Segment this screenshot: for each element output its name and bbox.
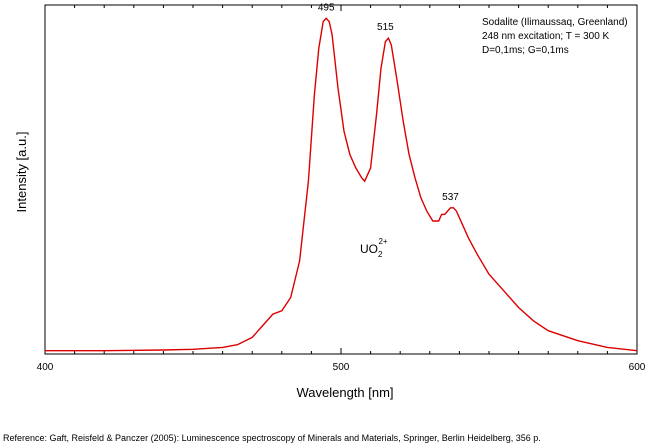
uranyl-sup: 2+ xyxy=(378,237,388,246)
series-line xyxy=(45,17,638,352)
info-box: Sodalite (Ilimaussaq, Greenland) 248 nm … xyxy=(482,16,628,58)
uranyl-annotation: UO2 2+ xyxy=(360,237,392,259)
tick-label-group: 400 500 600 xyxy=(37,362,646,373)
x-tick-label-600: 600 xyxy=(629,362,646,373)
peak-label-515: 515 xyxy=(377,22,394,33)
info-line-excitation: 248 nm excitation; T = 300 K xyxy=(482,31,610,42)
uranyl-base: UO xyxy=(360,242,378,256)
reference-note: Reference: Gaft, Reisfeld & Panczer (200… xyxy=(3,433,541,443)
info-line-sample: Sodalite (Ilimaussaq, Greenland) xyxy=(482,17,628,28)
info-line-timing: D=0,1ms; G=0,1ms xyxy=(482,45,569,56)
x-axis-title: Wavelength [nm] xyxy=(296,385,394,400)
uranyl-sub: 2 xyxy=(378,250,383,259)
peak-label-495: 495 xyxy=(318,2,335,13)
peak-label-group: 495 515 537 xyxy=(318,2,459,202)
tick-group xyxy=(44,5,638,354)
peak-label-537: 537 xyxy=(442,192,459,203)
x-tick-label-500: 500 xyxy=(333,362,350,373)
x-tick-label-400: 400 xyxy=(37,362,54,373)
